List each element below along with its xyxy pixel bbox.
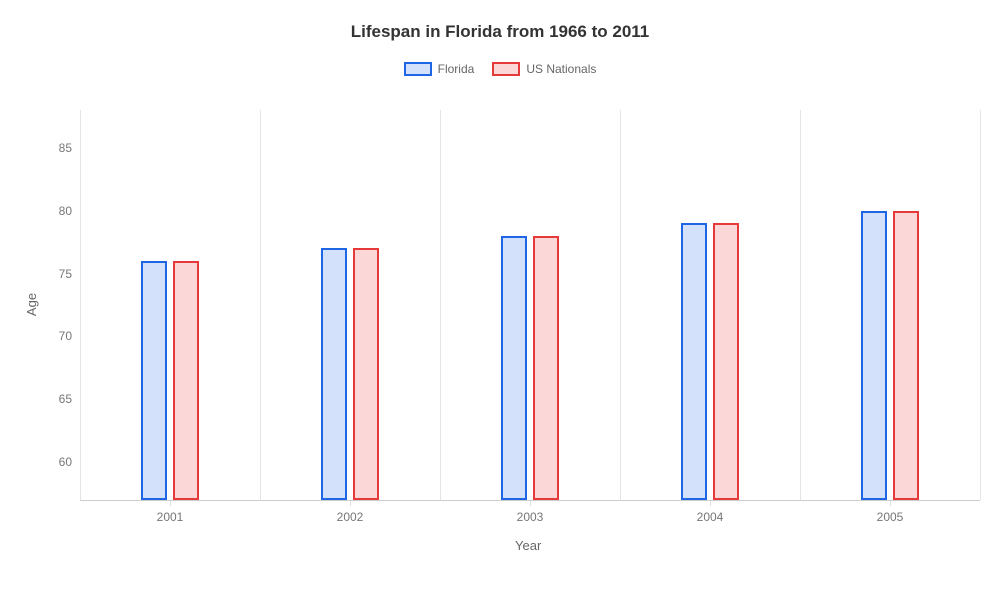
x-tick-label: 2001 <box>157 510 184 524</box>
y-tick-label: 60 <box>42 455 72 469</box>
legend-swatch-florida <box>404 62 432 76</box>
bar <box>713 223 739 500</box>
x-baseline <box>80 500 980 501</box>
bar <box>861 211 887 500</box>
bar <box>681 223 707 500</box>
v-gridline <box>440 110 441 500</box>
legend-label-us: US Nationals <box>526 62 596 76</box>
bar <box>321 248 347 500</box>
chart-title: Lifespan in Florida from 1966 to 2011 <box>0 0 1000 42</box>
v-gridline <box>800 110 801 500</box>
legend-item-us: US Nationals <box>492 62 596 76</box>
chart-container: Lifespan in Florida from 1966 to 2011 Fl… <box>0 0 1000 600</box>
v-gridline <box>620 110 621 500</box>
plot-area: 20012002200320042005606570758085 <box>80 110 980 500</box>
y-axis-label: Age <box>24 293 39 316</box>
bar <box>173 261 199 500</box>
legend: Florida US Nationals <box>0 62 1000 76</box>
v-gridline <box>980 110 981 500</box>
legend-label-florida: Florida <box>438 62 475 76</box>
y-tick-label: 65 <box>42 392 72 406</box>
legend-swatch-us <box>492 62 520 76</box>
y-tick-label: 75 <box>42 267 72 281</box>
v-gridline <box>80 110 81 500</box>
y-tick-label: 70 <box>42 329 72 343</box>
bar <box>141 261 167 500</box>
bar <box>501 236 527 500</box>
x-axis-label: Year <box>515 538 541 553</box>
x-tick-label: 2002 <box>337 510 364 524</box>
bar <box>533 236 559 500</box>
y-tick-label: 80 <box>42 204 72 218</box>
x-tick-label: 2005 <box>877 510 904 524</box>
y-tick-label: 85 <box>42 141 72 155</box>
x-tick-label: 2003 <box>517 510 544 524</box>
x-tick-label: 2004 <box>697 510 724 524</box>
bar <box>353 248 379 500</box>
legend-item-florida: Florida <box>404 62 475 76</box>
v-gridline <box>260 110 261 500</box>
bar <box>893 211 919 500</box>
